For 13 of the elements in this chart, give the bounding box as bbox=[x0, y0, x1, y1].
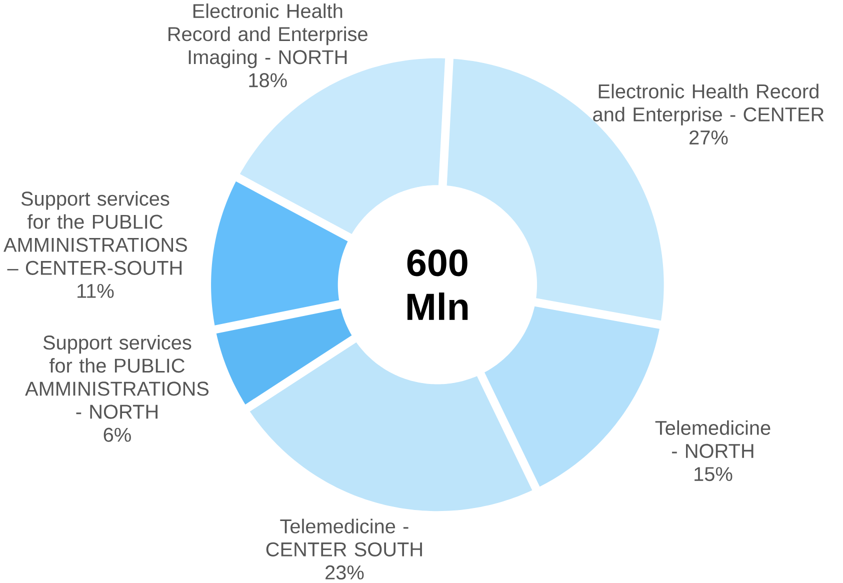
slice-label: Electronic Health Record and Enterprise - CENTER bbox=[593, 84, 824, 126]
data-label: 15% bbox=[694, 467, 732, 482]
slice-label: Support services for the PUBLIC AMMINISTRATIONS - NORTH bbox=[25, 335, 209, 419]
data-label: 18% bbox=[249, 73, 287, 88]
data-label: 6% bbox=[104, 428, 131, 442]
data-label: 11% bbox=[78, 284, 114, 298]
slice-label: Electronic Health Record and Enterprise Imaging - NORTH bbox=[168, 3, 368, 68]
slice-label: Telemedicine - NORTH bbox=[655, 420, 770, 458]
text: 600 Mln bbox=[407, 250, 468, 320]
slice-label: Support services for the PUBLIC AMMINISTRATIONS – CENTER-SOUTH bbox=[4, 191, 187, 275]
slice-label: Telemedicine - CENTER SOUTH bbox=[266, 518, 422, 556]
data-label: 27% bbox=[690, 130, 728, 144]
data-label: 23% bbox=[326, 565, 364, 580]
